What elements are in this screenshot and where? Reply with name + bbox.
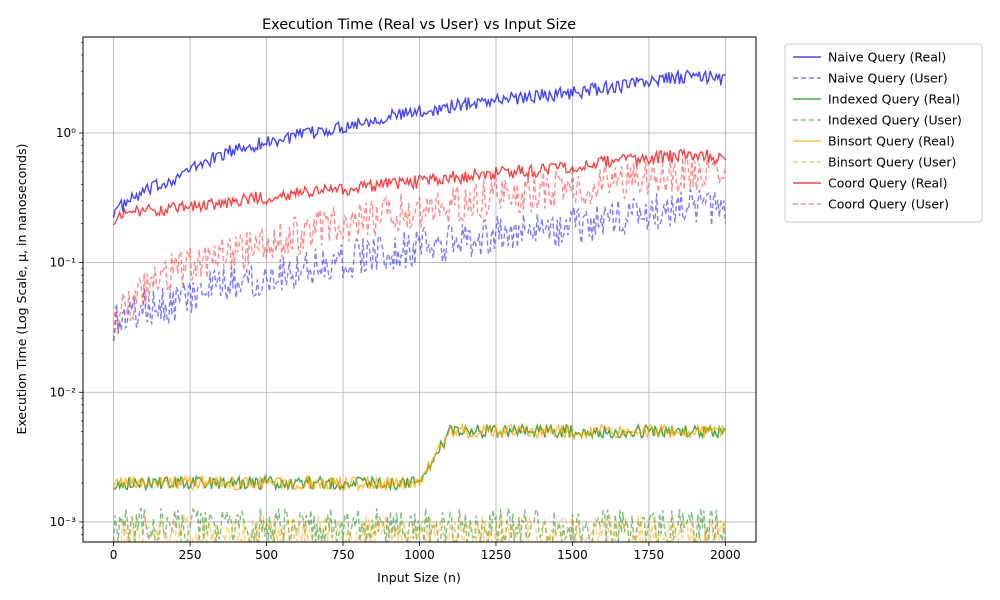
legend-label-binsort-query-user: Binsort Query (User) bbox=[828, 155, 956, 170]
x-tick-label: 250 bbox=[179, 548, 202, 562]
legend-label-naive-query-user: Naive Query (User) bbox=[828, 71, 948, 86]
x-axis-label: Input Size (n) bbox=[377, 570, 461, 585]
series-layer bbox=[112, 68, 727, 545]
legend-box bbox=[784, 43, 983, 223]
y-axis-label: Execution Time (Log Scale, μ, in nanosec… bbox=[14, 143, 29, 434]
chart-title: Execution Time (Real vs User) vs Input S… bbox=[262, 17, 576, 33]
y-tick-label: 10⁻³ bbox=[50, 515, 77, 529]
x-tick-label: 1500 bbox=[557, 548, 588, 562]
y-tick-label: 10⁻¹ bbox=[50, 256, 77, 270]
x-tick-label: 1750 bbox=[634, 548, 665, 562]
legend-label-coord-query-user: Coord Query (User) bbox=[828, 197, 949, 212]
x-tick-label: 1250 bbox=[481, 548, 512, 562]
x-tick-label: 2000 bbox=[710, 548, 741, 562]
x-tick-label: 1000 bbox=[404, 548, 435, 562]
y-tick-label: 10⁰ bbox=[56, 126, 76, 140]
x-tick-label: 500 bbox=[255, 548, 278, 562]
legend-label-binsort-query-real: Binsort Query (Real) bbox=[828, 134, 955, 149]
y-tick-label: 10⁻² bbox=[50, 385, 77, 399]
x-tick-label: 0 bbox=[110, 548, 118, 562]
legend: Naive Query (Real) Naive Query (User) Inde… bbox=[784, 43, 983, 223]
series-line-binsort-query-real bbox=[112, 422, 726, 493]
x-axis: 0 250 500 750 1000 1250 1500 1750 2000 bbox=[110, 542, 741, 562]
x-tick-label: 750 bbox=[332, 548, 355, 562]
series-line-indexed-query-user bbox=[112, 506, 727, 545]
series-line-coord-query-user bbox=[112, 151, 727, 341]
series-line-naive-query-user bbox=[112, 187, 727, 342]
legend-label-indexed-query-user: Indexed Query (User) bbox=[828, 113, 962, 128]
legend-label-naive-query-real: Naive Query (Real) bbox=[828, 50, 946, 65]
series-line-naive-query-real bbox=[112, 68, 726, 218]
y-axis: 10⁻³ 10⁻² 10⁻¹ 10⁰ bbox=[50, 42, 83, 535]
series-line-coord-query-real bbox=[113, 147, 726, 226]
series-line-binsort-query-user bbox=[113, 513, 727, 545]
legend-label-coord-query-real: Coord Query (Real) bbox=[828, 176, 948, 191]
legend-label-indexed-query-real: Indexed Query (Real) bbox=[828, 92, 960, 107]
